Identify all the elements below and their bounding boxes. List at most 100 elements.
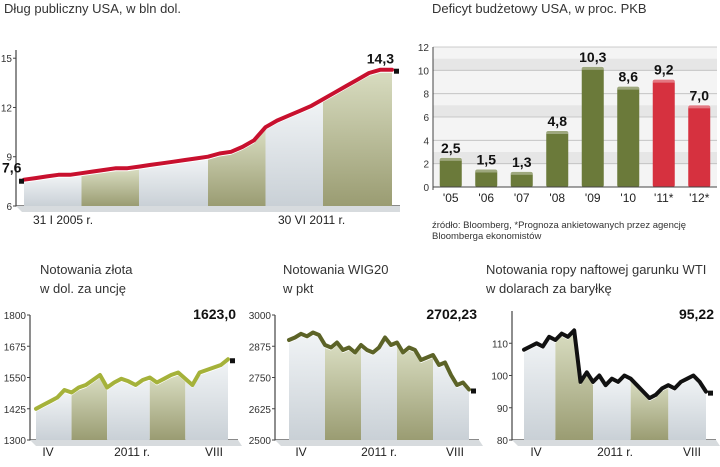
debt-ytick-label-0: 6 [6, 202, 12, 213]
debt-band-3 [208, 130, 266, 206]
deficit-chart: 0 2 4 6 8 10 12 2,5 '05 1,5 '06 1,3 '07 4,8 '08 10,3 '09… [418, 43, 717, 205]
deficit-value-label-5: 8,6 [619, 69, 639, 85]
deficit-ytick-label-5: 10 [418, 66, 430, 77]
deficit-ytick-label-2: 4 [423, 136, 429, 147]
wig20-x-label-0: IV [295, 445, 306, 459]
oil-chart-title: Notowania ropy naftowej garunku WTI [486, 262, 707, 277]
deficit-bar-3 [546, 131, 569, 187]
deficit-category-label-7: '12* [689, 191, 710, 205]
deficit-value-label-0: 2,5 [441, 140, 461, 156]
deficit-bar-7 [688, 105, 711, 187]
oil-ytick-label-1: 90 [497, 404, 509, 415]
gold-chart: 1300 1425 1550 1675 1800 1623,0 IV 2011 r. VIII [4, 306, 242, 459]
gold-floor [30, 440, 242, 446]
deficit-value-label-2: 1,3 [512, 154, 532, 170]
oil-ytick-label-0: 80 [497, 436, 509, 447]
gold-x-label-1: 2011 r. [114, 445, 150, 459]
wig20-chart-subtitle: w pkt [283, 281, 314, 296]
deficit-category-label-3: '08 [549, 191, 565, 205]
deficit-bar-0 [439, 157, 462, 187]
wig20-ytick-label-3: 2875 [249, 342, 272, 353]
oil-band-4 [668, 378, 706, 440]
oil-band-0 [524, 339, 556, 440]
gold-chart-title: Notowania złota [40, 262, 133, 277]
gold-chart-subtitle: w dol. za uncję [40, 281, 126, 296]
wig20-floor [275, 440, 483, 446]
gold-x-label-2: VIII [205, 445, 223, 459]
gold-end-label: 1623,0 [193, 306, 236, 322]
deficit-bar-5 [617, 86, 640, 187]
debt-x-label-1: 30 VI 2011 r. [278, 213, 345, 226]
deficit-value-label-3: 4,8 [548, 113, 568, 129]
deficit-bar-highlight-5 [617, 85, 640, 90]
deficit-category-label-6: '11* [654, 191, 674, 205]
debt-chart-title: Dług publiczny USA, w bln dol. [4, 1, 182, 16]
debt-ytick-label-2: 12 [1, 103, 13, 114]
debt-band-5 [323, 72, 392, 206]
gold-ytick-label-1: 1425 [4, 405, 27, 416]
deficit-bar-6 [652, 79, 675, 187]
deficit-stripe-3 [433, 105, 717, 117]
oil-chart: 80 90 100 110 95,22 IV 2011 r. VIII [491, 306, 720, 459]
wig20-chart: 2500 2625 2750 2875 3000 2702,23 IV 2011 r. VIII [249, 306, 483, 459]
wig20-x-label-1: 2011 r. [361, 445, 397, 459]
wig20-band-0 [289, 335, 325, 440]
wig20-band-4 [433, 358, 469, 440]
debt-x-label-0: 31 I 2005 r. [33, 213, 93, 226]
wig20-ytick-label-1: 2625 [249, 405, 272, 416]
debt-band-4 [265, 102, 323, 206]
deficit-bar-highlight-7 [688, 104, 711, 109]
gold-end-marker [230, 358, 235, 364]
deficit-bar-1 [475, 169, 498, 187]
oil-x-label-0: IV [530, 445, 541, 459]
debt-start-marker [19, 178, 24, 184]
wig20-band-2 [361, 340, 397, 440]
gold-band-4 [185, 362, 228, 440]
debt-end-label: 14,3 [367, 51, 394, 67]
oil-end-marker [708, 390, 713, 396]
debt-ytick-label-3: 15 [1, 54, 13, 65]
deficit-ytick-label-4: 8 [423, 90, 429, 101]
gold-ytick-label-3: 1675 [4, 342, 27, 353]
deficit-ytick-label-0: 0 [423, 183, 429, 194]
deficit-bar-2 [510, 171, 533, 187]
deficit-ytick-label-1: 2 [423, 160, 429, 171]
deficit-bar-4 [581, 66, 604, 187]
oil-band-2 [593, 378, 631, 440]
deficit-bar-highlight-0 [439, 156, 462, 161]
debt-start-label: 7,6 [2, 160, 22, 176]
deficit-ytick-label-3: 6 [423, 113, 429, 124]
deficit-bar-highlight-2 [510, 170, 533, 175]
oil-floor [512, 440, 720, 446]
gold-band-0 [36, 393, 72, 440]
wig20-ytick-label-2: 2750 [249, 374, 272, 385]
oil-ytick-label-3: 110 [492, 339, 508, 350]
oil-x-label-1: 2011 r. [597, 445, 633, 459]
deficit-stripe-1 [433, 152, 717, 164]
wig20-x-label-2: VIII [446, 445, 464, 459]
debt-chart: 6 9 12 15 7,6 14,3 31 I 2005 r. 30 VI 2011 r. [1, 50, 400, 226]
gold-series-line [34, 357, 230, 411]
wig20-series-line [287, 330, 471, 392]
debt-band-2 [139, 159, 208, 206]
deficit-bar-highlight-1 [475, 168, 498, 173]
deficit-category-label-0: '05 [443, 191, 459, 205]
debt-ytick-label-1: 9 [6, 153, 12, 164]
oil-series-line [522, 328, 708, 401]
debt-end-marker [394, 68, 399, 74]
gold-ytick-label-4: 1800 [4, 311, 27, 322]
debt-floor [16, 206, 400, 212]
wig20-chart-title: Notowania WIG20 [283, 262, 389, 277]
gold-band-2 [107, 380, 150, 440]
gold-x-label-0: IV [42, 445, 53, 459]
gold-band-1 [71, 378, 108, 440]
deficit-value-label-7: 7,0 [690, 87, 710, 103]
deficit-bar-highlight-6 [652, 78, 675, 83]
wig20-band-1 [325, 345, 361, 440]
deficit-category-label-1: '06 [478, 191, 494, 205]
deficit-category-label-4: '09 [585, 191, 601, 205]
wig20-end-label: 2702,23 [426, 306, 477, 322]
wig20-ytick-label-0: 2500 [249, 436, 272, 447]
source-note: źródło: Bloomberg, *Prognoza ankietowany… [432, 220, 687, 242]
deficit-value-label-6: 9,2 [654, 62, 674, 78]
